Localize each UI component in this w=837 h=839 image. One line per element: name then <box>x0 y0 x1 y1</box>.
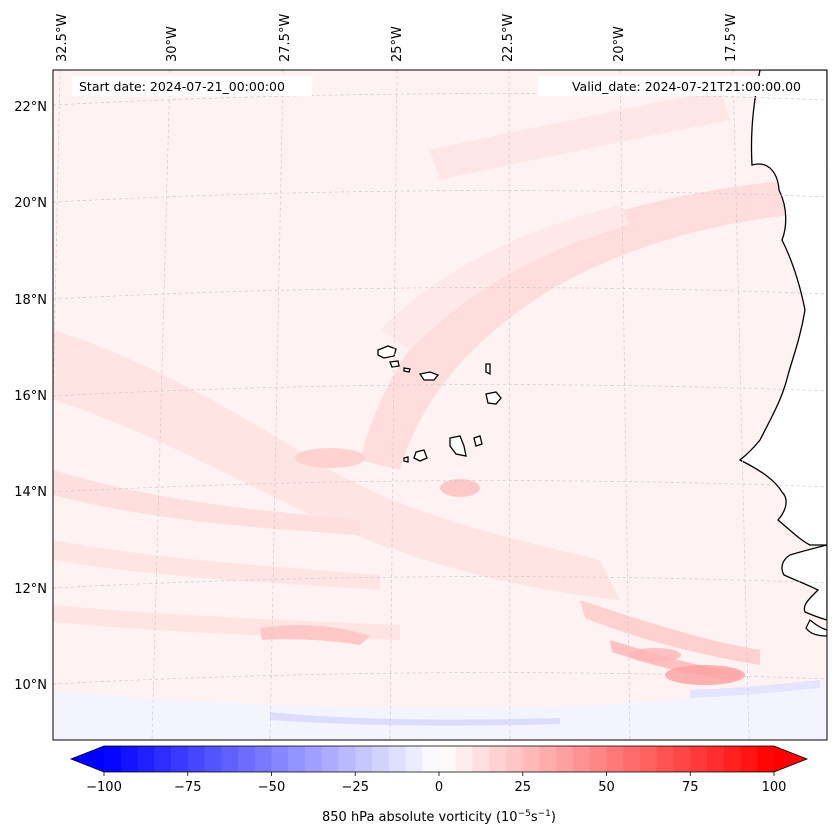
colorbar-segment <box>238 746 256 772</box>
colorbar-segment <box>623 746 641 772</box>
lat-label: 20°N <box>14 196 47 211</box>
colorbar-segment <box>673 746 691 772</box>
colorbar-segment <box>204 746 222 772</box>
lat-label: 18°N <box>14 293 47 308</box>
colorbar-tick-label: 100 <box>762 780 787 795</box>
colorbar-segment <box>271 746 289 772</box>
lon-label: 22.5°W <box>501 14 516 62</box>
colorbar-extend-low <box>71 746 104 772</box>
colorbar-segment <box>137 746 155 772</box>
colorbar-label: 850 hPa absolute vorticity (10−5s−1) <box>322 809 556 825</box>
lon-label: 32.5°W <box>55 14 70 62</box>
colorbar-segment <box>539 746 557 772</box>
colorbar-segment <box>589 746 607 772</box>
africa-coastline <box>738 70 827 546</box>
lat-label: 22°N <box>14 100 47 115</box>
colorbar-segment <box>405 746 423 772</box>
colorbar-segment <box>522 746 540 772</box>
colorbar-tick-label: −25 <box>342 780 369 795</box>
valid-date-box <box>538 76 808 96</box>
start-date-label: Start date: 2024-07-21_00:00:00 <box>79 79 285 94</box>
colorbar-segment <box>656 746 674 772</box>
colorbar-segment <box>723 746 741 772</box>
colorbar-segment <box>606 746 624 772</box>
colorbar-tick-label: −75 <box>174 780 201 795</box>
colorbar-segment <box>455 746 473 772</box>
colorbar-segment <box>506 746 524 772</box>
lon-label: 20°W <box>612 26 627 62</box>
lon-label: 17.5°W <box>724 14 739 62</box>
lat-label: 16°N <box>14 389 47 404</box>
colorbar-segment <box>757 746 775 772</box>
colorbar-segment <box>338 746 356 772</box>
lat-label: 14°N <box>14 485 47 500</box>
graticule <box>53 70 827 740</box>
latitude-labels: 22°N 20°N 18°N 16°N 14°N 12°N 10°N <box>14 100 47 693</box>
colorbar-segment <box>372 746 390 772</box>
colorbar-tick-label: 50 <box>598 780 615 795</box>
colorbar-segment <box>690 746 708 772</box>
colorbar-segment <box>321 746 339 772</box>
valid-date-label: Valid_date: 2024-07-21T21:00:00.00 <box>572 79 801 94</box>
lon-label: 27.5°W <box>278 14 293 62</box>
cape-verde-islands <box>377 345 502 463</box>
colorbar-segment <box>388 746 406 772</box>
colorbar-segment <box>305 746 323 772</box>
colorbar-segment <box>171 746 189 772</box>
colorbar-segment <box>187 746 205 772</box>
colorbar-segment <box>120 746 138 772</box>
lon-label: 25°W <box>390 26 405 62</box>
colorbar-segment <box>472 746 490 772</box>
start-date-box <box>72 76 312 96</box>
colorbar-segment <box>104 746 122 772</box>
colorbar-segment <box>355 746 373 772</box>
longitude-labels: 32.5°W 30°W 27.5°W 25°W 22.5°W 20°W 17.5… <box>55 14 739 62</box>
colorbar-tick-label: 0 <box>435 780 443 795</box>
colorbar-tick-label: −50 <box>258 780 285 795</box>
colorbar-tick-label: 25 <box>514 780 531 795</box>
colorbar-segment <box>740 746 758 772</box>
colorbar-segment <box>439 746 457 772</box>
colorbar-segment <box>707 746 725 772</box>
colorbar-segment <box>154 746 172 772</box>
lat-label: 10°N <box>14 678 47 693</box>
colorbar-segments <box>104 746 775 772</box>
colorbar-segment <box>556 746 574 772</box>
colorbar-segment <box>422 746 440 772</box>
colorbar-segment <box>573 746 591 772</box>
colorbar-segment <box>221 746 239 772</box>
colorbar-tick-label: 75 <box>682 780 699 795</box>
colorbar-segment <box>640 746 658 772</box>
colorbar-segment <box>489 746 507 772</box>
colorbar-extend-high <box>774 746 807 772</box>
vorticity-field <box>53 70 827 740</box>
colorbar-tick-label: −100 <box>86 780 122 795</box>
colorbar-ticks: −100 −75 −50 −25 0 25 50 75 100 <box>86 772 786 795</box>
lat-label: 12°N <box>14 582 47 597</box>
colorbar-segment <box>254 746 272 772</box>
lon-label: 30°W <box>165 26 180 62</box>
map-frame <box>52 69 828 741</box>
colorbar-segment <box>288 746 306 772</box>
colorbar: −100 −75 −50 −25 0 25 50 75 100 850 hPa absolute… <box>69 745 809 825</box>
